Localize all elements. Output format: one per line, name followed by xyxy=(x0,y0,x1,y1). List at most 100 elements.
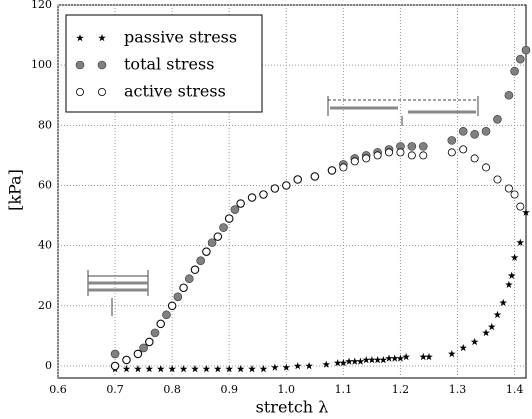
star-marker xyxy=(396,354,405,362)
star-marker xyxy=(179,365,188,373)
point xyxy=(236,199,245,208)
point xyxy=(150,328,160,338)
point xyxy=(122,355,131,364)
star-marker xyxy=(202,365,211,373)
x-tick-label: 1.4 xyxy=(506,383,524,396)
sarcomere-icon-long xyxy=(327,96,479,126)
legend-text: total stress xyxy=(124,55,214,74)
star-marker xyxy=(145,365,154,373)
point xyxy=(350,157,359,166)
point xyxy=(168,301,177,310)
point xyxy=(510,190,519,199)
x-tick-label: 0.7 xyxy=(106,383,124,396)
star-marker xyxy=(499,298,507,306)
star-marker xyxy=(248,365,256,373)
y-tick-label: 100 xyxy=(31,58,52,71)
point xyxy=(481,127,491,136)
point xyxy=(270,184,279,193)
point xyxy=(184,274,194,284)
plot-area xyxy=(57,4,531,378)
star-marker xyxy=(214,365,222,373)
star-marker xyxy=(351,357,359,365)
x-tick-label: 1.2 xyxy=(392,383,410,396)
star-marker xyxy=(402,352,410,361)
star-marker xyxy=(419,352,428,361)
point xyxy=(282,181,291,190)
star-marker xyxy=(271,363,279,371)
x-axis-title: stretch λ xyxy=(256,398,329,417)
star-marker xyxy=(516,238,525,246)
point xyxy=(310,172,319,181)
point xyxy=(75,60,85,70)
star-marker xyxy=(134,365,142,373)
point xyxy=(447,148,456,157)
point xyxy=(510,66,519,76)
point xyxy=(362,154,371,163)
y-tick-label: 40 xyxy=(38,239,52,252)
point xyxy=(459,145,468,154)
point xyxy=(202,247,211,256)
star-marker xyxy=(373,356,382,364)
point xyxy=(162,310,171,320)
point xyxy=(139,343,148,353)
star-marker xyxy=(168,365,176,373)
star-marker xyxy=(459,343,467,352)
point xyxy=(207,238,217,247)
y-axis-title: [kPa] xyxy=(6,169,25,211)
star-marker xyxy=(425,352,433,361)
x-tick-label: 1.0 xyxy=(278,383,296,396)
star-marker xyxy=(379,356,388,364)
legend: passive stress total stress active stress xyxy=(65,14,263,113)
point xyxy=(133,349,142,358)
sarcomere-icon-short xyxy=(87,270,149,316)
x-tick-label: 0.6 xyxy=(49,383,67,396)
point xyxy=(145,337,154,346)
point xyxy=(447,136,457,145)
point xyxy=(493,115,502,124)
star-marker xyxy=(488,322,496,331)
star-marker xyxy=(259,365,268,373)
star-marker xyxy=(362,356,370,364)
legend-text: active stress xyxy=(124,82,226,101)
star-marker xyxy=(191,365,199,373)
point xyxy=(293,175,302,184)
star-marker xyxy=(122,365,131,373)
legend-text: passive stress xyxy=(124,28,237,47)
point xyxy=(373,151,382,160)
star-marker xyxy=(236,365,245,373)
point xyxy=(76,88,85,97)
point xyxy=(190,265,199,274)
point xyxy=(418,142,428,151)
point xyxy=(407,151,416,160)
x-tick-label: 1.3 xyxy=(449,383,467,396)
x-tick-label: 0.8 xyxy=(163,383,181,396)
y-tick-label: 0 xyxy=(45,359,52,372)
point xyxy=(458,127,468,136)
star-marker xyxy=(507,271,516,279)
point xyxy=(482,163,491,172)
point xyxy=(179,283,188,292)
point xyxy=(470,154,479,163)
star-marker xyxy=(448,349,456,358)
star-marker xyxy=(322,360,330,368)
point xyxy=(110,349,120,359)
point xyxy=(493,175,502,184)
star-marker xyxy=(98,34,106,42)
star-marker xyxy=(76,34,84,42)
point xyxy=(516,202,525,211)
star-marker xyxy=(510,253,519,261)
y-tick-label: 20 xyxy=(38,299,52,312)
star-marker xyxy=(390,354,399,362)
point xyxy=(385,148,394,157)
point xyxy=(339,163,348,172)
point xyxy=(156,319,165,328)
star-marker xyxy=(470,337,479,346)
point xyxy=(407,142,417,151)
point xyxy=(521,45,531,55)
point xyxy=(259,190,268,199)
star-marker xyxy=(493,310,502,319)
star-marker xyxy=(345,357,353,365)
star-marker xyxy=(305,362,313,370)
point xyxy=(97,60,107,70)
